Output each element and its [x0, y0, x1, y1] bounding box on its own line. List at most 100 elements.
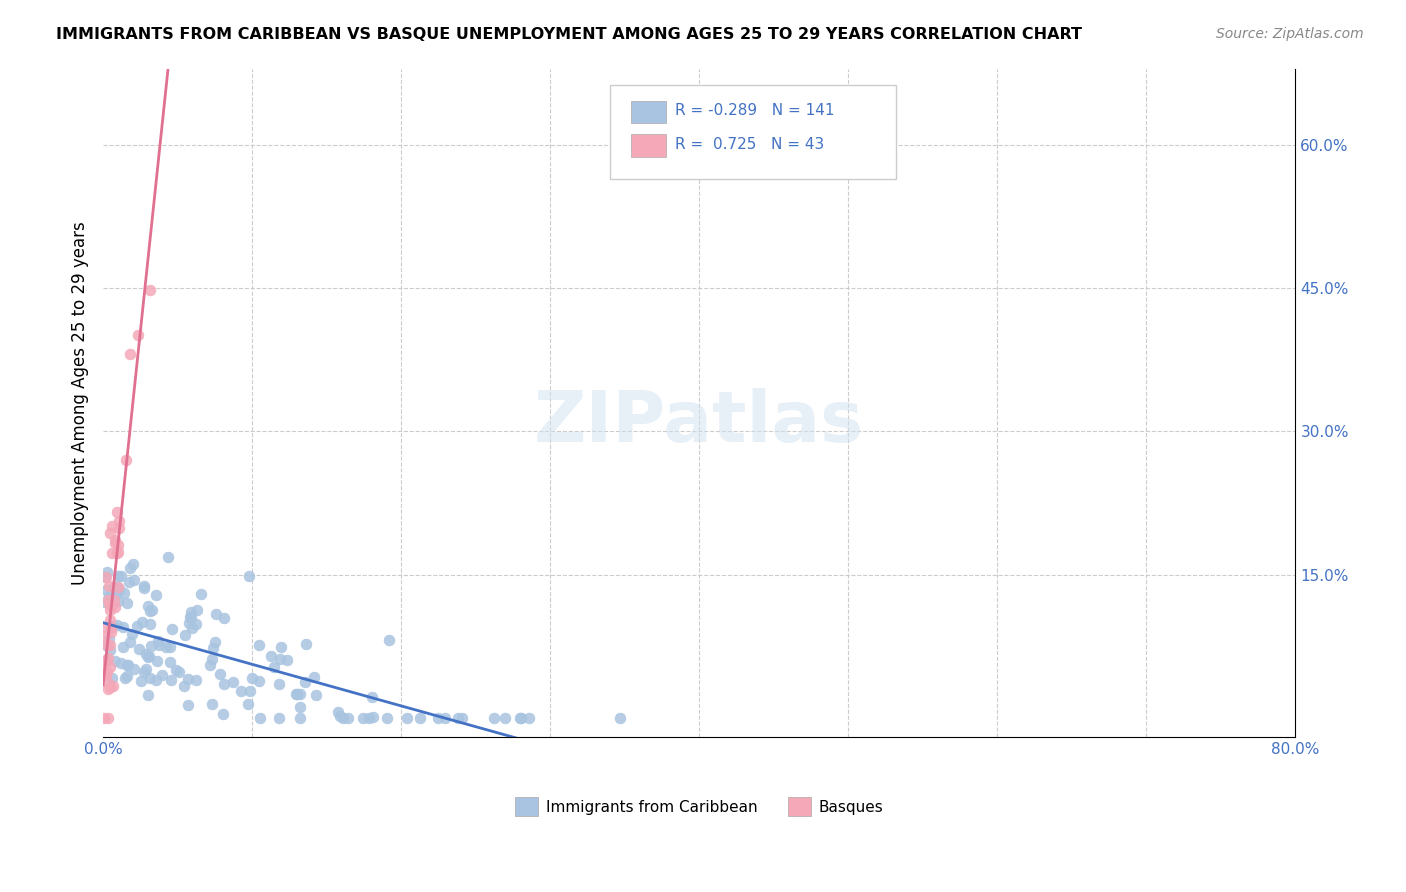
Point — [105, 580, 128, 594]
Point — [100, 598, 122, 612]
Point — [98, 613, 121, 627]
Point — [141, 603, 163, 617]
Point — [118, 347, 141, 361]
FancyBboxPatch shape — [631, 101, 666, 123]
Point — [201, 652, 224, 666]
Point — [112, 586, 135, 600]
Point — [103, 593, 125, 607]
FancyBboxPatch shape — [610, 86, 896, 178]
Point — [267, 677, 290, 691]
Point — [132, 581, 155, 595]
Point — [96, 655, 118, 669]
Point — [180, 621, 202, 635]
Point — [165, 663, 187, 677]
Point — [112, 619, 135, 633]
Point — [93, 620, 115, 634]
Point — [100, 621, 122, 635]
Point — [110, 656, 132, 670]
FancyBboxPatch shape — [631, 134, 666, 157]
Point — [201, 640, 224, 655]
Point — [107, 514, 129, 528]
Point — [146, 634, 169, 648]
Point — [361, 710, 384, 724]
Point — [108, 520, 131, 534]
Point — [159, 640, 181, 654]
Point — [146, 654, 169, 668]
Point — [97, 593, 120, 607]
Point — [122, 662, 145, 676]
Point — [494, 711, 516, 725]
Point — [139, 639, 162, 653]
Point — [96, 653, 118, 667]
Point — [145, 673, 167, 688]
Point — [138, 617, 160, 632]
Point — [186, 603, 208, 617]
Point — [205, 607, 228, 621]
Point — [107, 580, 129, 594]
Point — [93, 570, 115, 584]
Point — [451, 711, 474, 725]
Point — [180, 610, 202, 624]
Point — [107, 569, 129, 583]
Point — [239, 684, 262, 698]
Point — [139, 671, 162, 685]
Point — [98, 660, 121, 674]
Point — [98, 525, 121, 540]
Text: IMMIGRANTS FROM CARIBBEAN VS BASQUE UNEMPLOYMENT AMONG AGES 25 TO 29 YEARS CORRE: IMMIGRANTS FROM CARIBBEAN VS BASQUE UNEM… — [56, 27, 1083, 42]
Point — [305, 688, 328, 702]
Point — [118, 575, 141, 590]
Point — [221, 675, 243, 690]
Point — [107, 538, 129, 552]
Point — [328, 705, 350, 719]
Point — [98, 597, 121, 611]
Point — [155, 640, 177, 654]
Point — [107, 545, 129, 559]
Point — [294, 675, 316, 690]
Point — [352, 711, 374, 725]
Point — [101, 619, 124, 633]
Point — [101, 519, 124, 533]
Point — [107, 583, 129, 598]
Point — [269, 652, 291, 666]
Point — [208, 667, 231, 681]
Point — [359, 711, 381, 725]
Point — [93, 711, 115, 725]
Point — [97, 711, 120, 725]
Point — [96, 565, 118, 579]
Point — [96, 583, 118, 598]
Point — [107, 594, 129, 608]
Point — [134, 665, 156, 680]
Point — [134, 579, 156, 593]
Point — [100, 590, 122, 604]
Point — [285, 687, 308, 701]
Point — [117, 658, 139, 673]
Point — [177, 673, 200, 687]
Point — [184, 673, 207, 687]
Point — [186, 616, 208, 631]
Point — [100, 599, 122, 613]
Point — [285, 687, 308, 701]
Point — [93, 595, 115, 609]
Point — [173, 679, 195, 693]
Point — [288, 687, 311, 701]
Point — [249, 711, 271, 725]
Point — [118, 561, 141, 575]
Point — [204, 635, 226, 649]
Text: R = -0.289   N = 141: R = -0.289 N = 141 — [675, 103, 835, 118]
Point — [288, 700, 311, 714]
Point — [94, 569, 117, 583]
Point — [509, 711, 531, 725]
Point — [156, 549, 179, 564]
Point — [98, 579, 121, 593]
Point — [360, 690, 382, 705]
Point — [159, 655, 181, 669]
Point — [180, 605, 202, 619]
Point — [105, 617, 128, 632]
Point — [201, 697, 224, 711]
Point — [98, 639, 121, 653]
Point — [173, 628, 195, 642]
Text: Source: ZipAtlas.com: Source: ZipAtlas.com — [1216, 27, 1364, 41]
Point — [159, 673, 181, 687]
Point — [97, 676, 120, 690]
Point — [179, 610, 201, 624]
